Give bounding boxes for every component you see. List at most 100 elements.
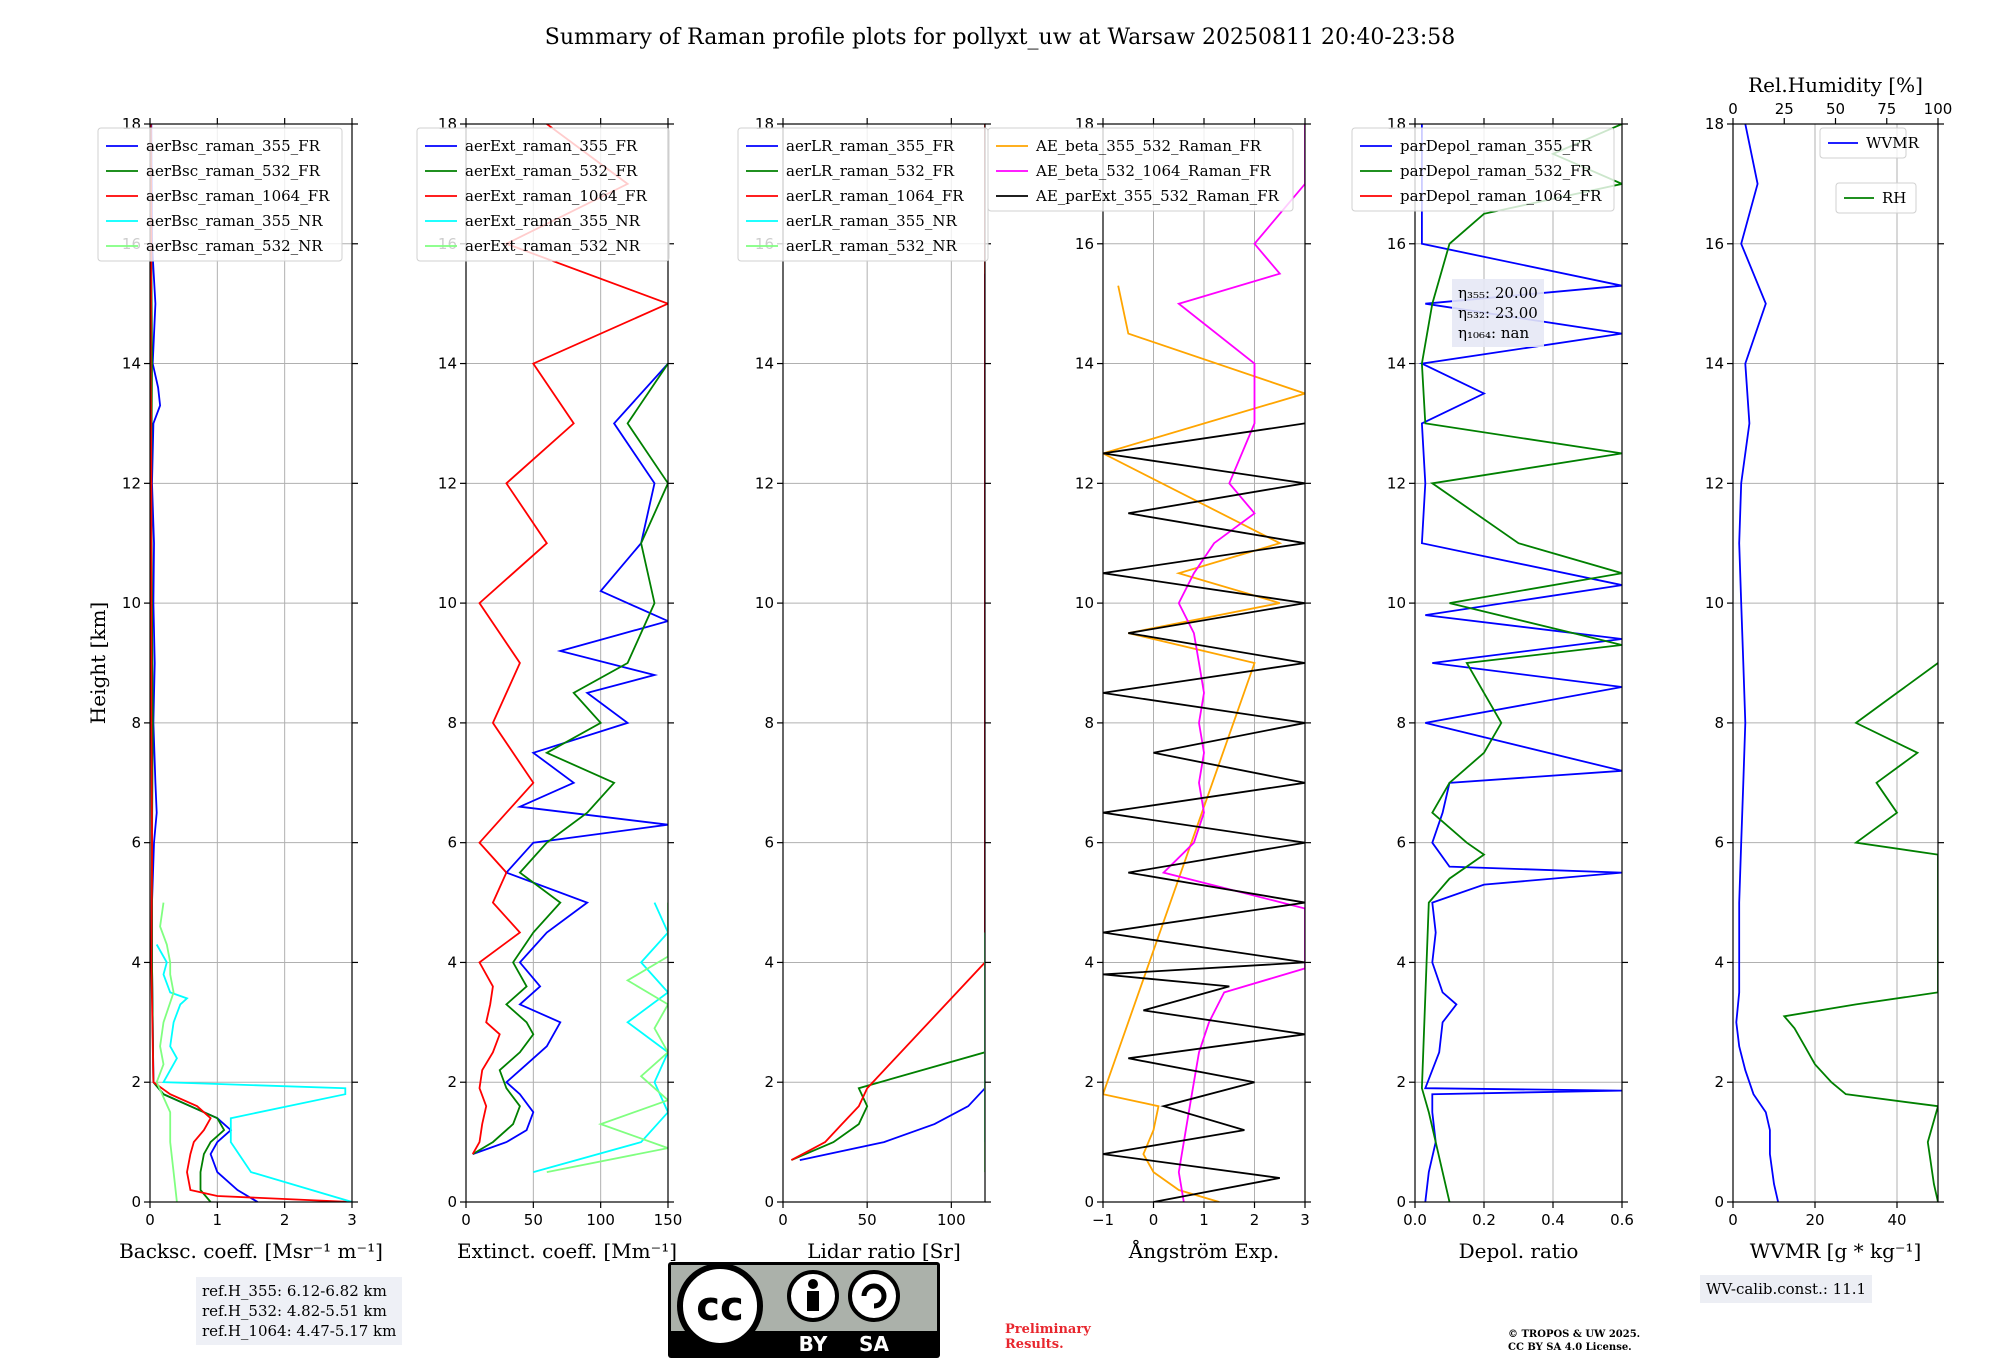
refh-532: ref.H_532: 4.82-5.51 km (202, 1302, 387, 1320)
legend-box-bsc (97, 127, 343, 262)
legend-box-depol (1351, 127, 1615, 212)
ytick-label-depol: 6 (1396, 834, 1406, 852)
ytick-label-wv: 2 (1714, 1073, 1724, 1091)
xtick-label-bsc: 3 (347, 1211, 357, 1229)
legend-label-RH: RH (1882, 189, 1906, 207)
legend-label-aerBsc_raman_532_FR: aerBsc_raman_532_FR (146, 162, 321, 180)
series-group-wv (1735, 124, 1938, 1202)
axes-frame-lr (782, 123, 986, 1203)
series-aerExt_raman_532_NR (546, 902, 668, 1173)
legend-label-aerLR_raman_1064_FR: aerLR_raman_1064_FR (786, 187, 964, 205)
ytick-label-ae: 8 (1084, 714, 1094, 732)
xtick-label-bsc: 0 (145, 1211, 155, 1229)
legend-label-aerLR_raman_355_NR: aerLR_raman_355_NR (786, 212, 957, 230)
legend-label-aerBsc_raman_1064_FR: aerBsc_raman_1064_FR (146, 187, 330, 205)
series-aerExt_raman_355_FR (472, 362, 668, 1155)
refh-355: ref.H_355: 6.12-6.82 km (202, 1282, 387, 1300)
ytick-label-lr: 8 (764, 714, 774, 732)
legend-label-aerExt_raman_532_FR: aerExt_raman_532_FR (465, 162, 638, 180)
xtick-label-ae: 3 (1300, 1211, 1310, 1229)
legend-label-aerExt_raman_1064_FR: aerExt_raman_1064_FR (465, 187, 647, 205)
ytick-label-lr: 10 (755, 594, 774, 612)
xtick-label-lr: 50 (858, 1211, 877, 1229)
series-parDepol_raman_532_FR (1420, 124, 1622, 1202)
legend-label-aerBsc_raman_532_NR: aerBsc_raman_532_NR (146, 237, 323, 255)
ytick-label-depol: 0 (1396, 1193, 1406, 1211)
ytick-label-ae: 16 (1075, 235, 1094, 253)
ytick-label-bsc: 12 (122, 474, 141, 492)
xtick-label-lr: 0 (778, 1211, 788, 1229)
xtick-top-label-wv: 0 (1728, 100, 1738, 118)
series-aerLR_raman_532_FR (791, 962, 985, 1161)
ytick-label-wv: 16 (1705, 235, 1724, 253)
legend-label-WVMR: WVMR (1866, 134, 1920, 152)
axes-frame-ext (465, 123, 669, 1203)
xtick-label-depol: 0.0 (1403, 1211, 1427, 1229)
cc-license-badge: cc BY SA (668, 1262, 940, 1358)
ytick-label-bsc: 6 (131, 834, 141, 852)
ytick-label-wv: 8 (1714, 714, 1724, 732)
legend-label-aerLR_raman_355_FR: aerLR_raman_355_FR (786, 137, 955, 155)
xtick-top-label-wv: 50 (1826, 100, 1845, 118)
ytick-label-wv: 6 (1714, 834, 1724, 852)
eta-532: η₅₃₂: 23.00 (1458, 304, 1538, 322)
ytick-label-depol: 8 (1396, 714, 1406, 732)
bsc-refheight-box: ref.H_355: 6.12-6.82 km ref.H_532: 4.82-… (196, 1277, 403, 1345)
series-aerBsc_raman_355_NR (155, 944, 352, 1202)
sharealike-arrow (861, 1283, 887, 1309)
legend-box-ae (987, 127, 1294, 212)
ytick-label-lr: 12 (755, 474, 774, 492)
legend-box-wv (1819, 127, 1907, 159)
series-aerLR_raman_355_FR (799, 273, 985, 1161)
ytick-label-ext: 10 (438, 594, 457, 612)
xlabel-ae: Ångström Exp. (1128, 1238, 1279, 1263)
wv-calib-box: WV-calib.const.: 11.1 (1700, 1275, 1873, 1303)
preliminary-line1: Preliminary (1005, 1322, 1091, 1337)
panel-ext: 024681012141618050100150Extinct. coeff. … (416, 115, 682, 1263)
person-body (807, 1291, 819, 1311)
ytick-label-bsc: 4 (131, 953, 141, 971)
ytick-label-ext: 12 (438, 474, 457, 492)
legend-box-wv (1835, 182, 1917, 214)
series-aerBsc_raman_1064_FR (150, 124, 352, 1202)
xtick-label-bsc: 1 (213, 1211, 223, 1229)
cc-sa-label: SA (859, 1332, 889, 1356)
preliminary-line2: Results. (1005, 1337, 1064, 1352)
cc-by-label: BY (799, 1332, 828, 1356)
legend-label-AE_beta_532_1064_Raman_FR: AE_beta_532_1064_Raman_FR (1035, 162, 1271, 180)
panels-group: 0246810121416180123Backsc. coeff. [Msr⁻¹… (86, 73, 1952, 1263)
ytick-label-ext: 2 (447, 1073, 457, 1091)
xtick-label-ext: 0 (461, 1211, 471, 1229)
ytick-label-wv: 4 (1714, 953, 1724, 971)
ylabel-bsc: Height [km] (86, 602, 110, 724)
ytick-label-ae: 2 (1084, 1073, 1094, 1091)
ytick-label-wv: 10 (1705, 594, 1724, 612)
copyright-line1: © TROPOS & UW 2025. (1508, 1329, 1641, 1340)
ytick-label-ae: 12 (1075, 474, 1094, 492)
xtick-top-label-wv: 25 (1775, 100, 1794, 118)
legend-label-aerExt_raman_532_NR: aerExt_raman_532_NR (465, 237, 641, 255)
xtick-label-depol: 0.4 (1541, 1211, 1565, 1229)
xtick-label-ae: 0 (1149, 1211, 1159, 1229)
series-group-lr (790, 124, 985, 1173)
xlabel-depol: Depol. ratio (1459, 1239, 1579, 1263)
series-AE_parExt_355_532_Raman_FR (1103, 422, 1305, 1202)
legend-label-aerBsc_raman_355_FR: aerBsc_raman_355_FR (146, 137, 321, 155)
panel-bsc: 0246810121416180123Backsc. coeff. [Msr⁻¹… (86, 115, 383, 1263)
legend-box-ext (416, 127, 670, 262)
series-aerExt_raman_355_NR (533, 902, 668, 1173)
legend-label-parDepol_raman_355_FR: parDepol_raman_355_FR (1400, 137, 1593, 155)
ytick-label-depol: 2 (1396, 1073, 1406, 1091)
xlabel-bsc: Backsc. coeff. [Msr⁻¹ m⁻¹] (119, 1239, 383, 1263)
ytick-label-depol: 12 (1387, 474, 1406, 492)
depol-eta-box: η₃₅₅: 20.00 η₅₃₂: 23.00 η₁₀₆₄: nan (1452, 279, 1544, 347)
ytick-label-lr: 6 (764, 834, 774, 852)
xlabel-ext: Extinct. coeff. [Mm⁻¹] (457, 1239, 677, 1263)
figure-title: Summary of Raman profile plots for polly… (545, 25, 1455, 50)
ytick-label-ext: 4 (447, 953, 457, 971)
ytick-label-wv: 18 (1705, 115, 1724, 133)
legend-label-aerLR_raman_532_NR: aerLR_raman_532_NR (786, 237, 957, 255)
copyright-note: © TROPOS & UW 2025. CC BY SA 4.0 License… (1508, 1328, 1640, 1354)
